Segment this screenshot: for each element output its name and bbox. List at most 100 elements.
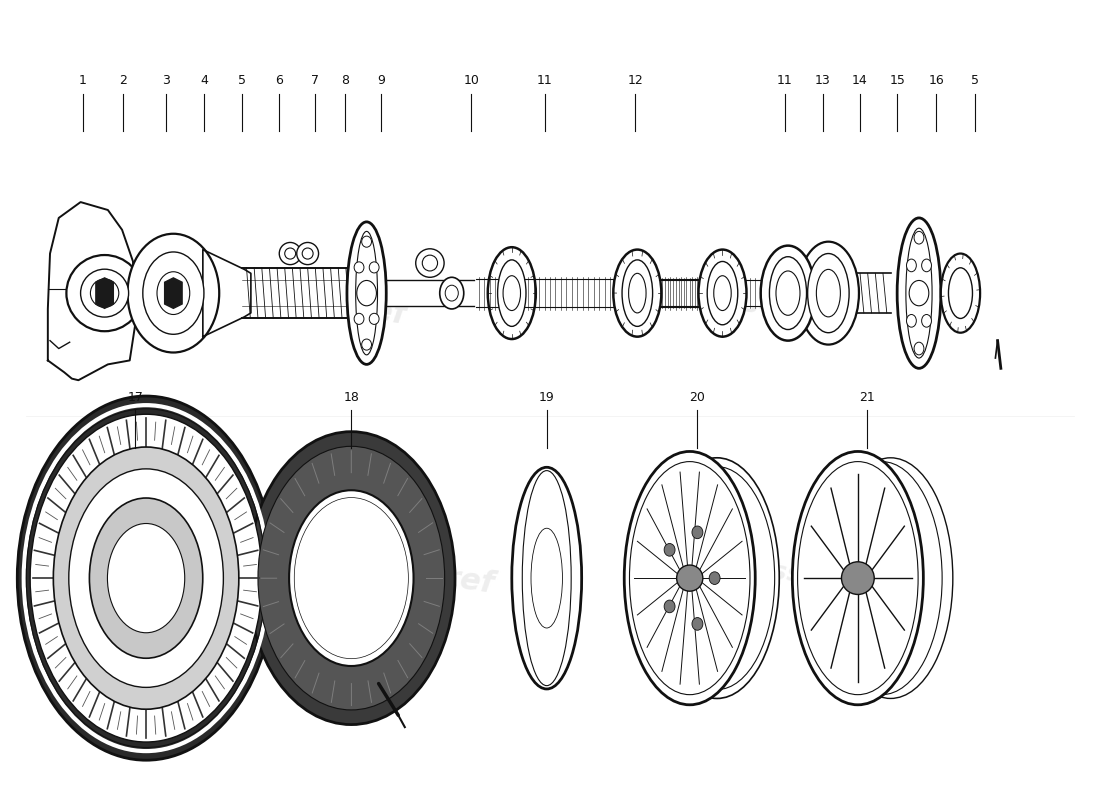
Ellipse shape <box>440 278 464 309</box>
Ellipse shape <box>522 470 571 686</box>
Ellipse shape <box>258 446 444 710</box>
Ellipse shape <box>355 231 377 355</box>
Ellipse shape <box>157 272 189 314</box>
Text: 16: 16 <box>928 74 944 87</box>
Ellipse shape <box>143 252 204 334</box>
Ellipse shape <box>842 562 874 594</box>
Ellipse shape <box>302 248 313 259</box>
Ellipse shape <box>798 462 918 694</box>
Text: cross-ref: cross-ref <box>342 550 496 599</box>
Ellipse shape <box>714 276 732 310</box>
Ellipse shape <box>285 248 296 259</box>
Ellipse shape <box>279 242 301 265</box>
Polygon shape <box>476 279 703 307</box>
Ellipse shape <box>898 218 940 368</box>
Polygon shape <box>202 250 251 337</box>
Ellipse shape <box>654 458 779 698</box>
Ellipse shape <box>707 262 738 325</box>
Text: 21: 21 <box>859 391 874 404</box>
Ellipse shape <box>948 268 972 318</box>
Polygon shape <box>810 274 891 313</box>
Text: cross-ref: cross-ref <box>254 280 409 330</box>
Ellipse shape <box>628 274 646 313</box>
Ellipse shape <box>370 262 379 273</box>
Ellipse shape <box>906 228 932 358</box>
Ellipse shape <box>289 490 414 666</box>
Ellipse shape <box>659 466 774 690</box>
Text: 6: 6 <box>275 74 283 87</box>
Ellipse shape <box>922 259 932 272</box>
Ellipse shape <box>828 458 953 698</box>
Text: 8: 8 <box>341 74 349 87</box>
Ellipse shape <box>792 451 923 705</box>
Text: 18: 18 <box>343 391 360 404</box>
Ellipse shape <box>914 342 924 355</box>
Text: 19: 19 <box>539 391 554 404</box>
Ellipse shape <box>446 286 459 301</box>
Ellipse shape <box>710 572 720 585</box>
Text: 5: 5 <box>238 74 246 87</box>
Text: 15: 15 <box>889 74 905 87</box>
Text: 9: 9 <box>377 74 385 87</box>
Ellipse shape <box>816 270 840 317</box>
Ellipse shape <box>692 526 703 538</box>
Text: 3: 3 <box>162 74 169 87</box>
Text: 17: 17 <box>128 391 143 404</box>
Polygon shape <box>659 281 790 306</box>
Ellipse shape <box>807 254 849 333</box>
Ellipse shape <box>624 451 756 705</box>
Text: 7: 7 <box>311 74 319 87</box>
Ellipse shape <box>940 254 980 333</box>
Text: cross-ref: cross-ref <box>727 554 854 594</box>
Ellipse shape <box>362 339 372 350</box>
Polygon shape <box>47 202 135 380</box>
Ellipse shape <box>69 469 223 687</box>
Text: 11: 11 <box>537 74 552 87</box>
Text: 10: 10 <box>463 74 480 87</box>
Ellipse shape <box>90 279 119 307</box>
Ellipse shape <box>614 250 661 337</box>
Ellipse shape <box>133 256 202 343</box>
Ellipse shape <box>914 231 924 244</box>
Ellipse shape <box>776 271 800 315</box>
Ellipse shape <box>89 498 202 658</box>
Ellipse shape <box>295 498 408 658</box>
Ellipse shape <box>370 314 379 324</box>
Ellipse shape <box>18 396 275 760</box>
Ellipse shape <box>664 600 675 613</box>
Text: 11: 11 <box>777 74 793 87</box>
Ellipse shape <box>822 462 942 694</box>
Polygon shape <box>242 268 362 318</box>
Ellipse shape <box>698 250 747 337</box>
Ellipse shape <box>362 236 372 247</box>
Text: 14: 14 <box>852 74 868 87</box>
Text: 1: 1 <box>79 74 87 87</box>
Ellipse shape <box>512 467 582 689</box>
Text: 2: 2 <box>119 74 128 87</box>
Ellipse shape <box>769 257 806 330</box>
Ellipse shape <box>356 281 376 306</box>
Ellipse shape <box>664 543 675 556</box>
Ellipse shape <box>922 314 932 327</box>
Ellipse shape <box>910 281 928 306</box>
Ellipse shape <box>798 242 859 345</box>
Ellipse shape <box>416 249 444 278</box>
Ellipse shape <box>128 234 219 353</box>
Ellipse shape <box>692 618 703 630</box>
Ellipse shape <box>248 432 455 725</box>
Polygon shape <box>96 278 113 308</box>
Polygon shape <box>370 281 474 306</box>
Text: 20: 20 <box>690 391 705 404</box>
Ellipse shape <box>422 255 438 271</box>
Ellipse shape <box>487 247 536 339</box>
Ellipse shape <box>354 262 364 273</box>
Ellipse shape <box>761 246 815 341</box>
Ellipse shape <box>297 242 319 265</box>
Ellipse shape <box>108 523 185 633</box>
Ellipse shape <box>676 565 703 591</box>
Ellipse shape <box>906 314 916 327</box>
Ellipse shape <box>503 276 520 310</box>
Ellipse shape <box>629 462 750 694</box>
Ellipse shape <box>906 259 916 272</box>
Text: 12: 12 <box>627 74 644 87</box>
